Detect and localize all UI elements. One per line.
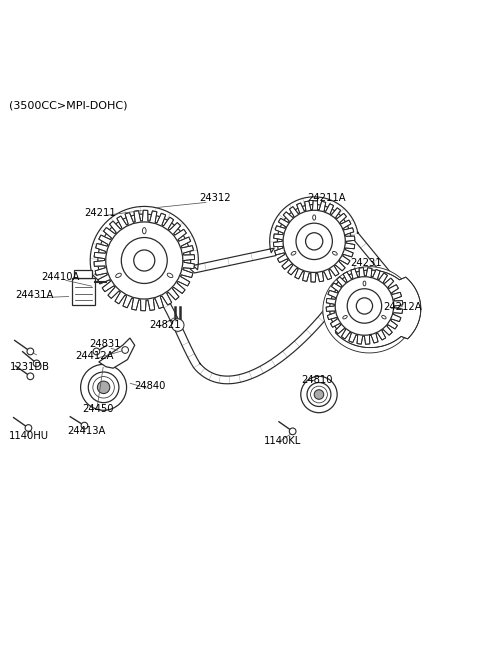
- Circle shape: [306, 233, 323, 250]
- Circle shape: [93, 348, 100, 355]
- Text: 24821: 24821: [149, 320, 180, 330]
- Text: 24450: 24450: [82, 404, 114, 414]
- Circle shape: [311, 386, 327, 403]
- Text: 24413A: 24413A: [68, 426, 106, 436]
- Ellipse shape: [363, 281, 366, 286]
- Text: 1140HU: 1140HU: [9, 431, 49, 441]
- Polygon shape: [274, 200, 355, 282]
- Text: 24211A: 24211A: [307, 193, 346, 203]
- Text: 1140KL: 1140KL: [264, 436, 301, 446]
- Text: 24431A: 24431A: [15, 290, 53, 301]
- Text: 24831: 24831: [89, 339, 121, 349]
- Polygon shape: [326, 268, 403, 345]
- Circle shape: [356, 298, 372, 314]
- FancyBboxPatch shape: [72, 278, 95, 305]
- Circle shape: [347, 289, 382, 323]
- Text: 1231DB: 1231DB: [10, 362, 50, 372]
- Circle shape: [307, 383, 331, 407]
- Circle shape: [27, 348, 34, 355]
- Circle shape: [81, 364, 127, 410]
- Ellipse shape: [143, 228, 146, 234]
- Circle shape: [289, 428, 296, 435]
- Ellipse shape: [333, 252, 337, 255]
- Text: 24410A: 24410A: [41, 272, 80, 282]
- Circle shape: [97, 381, 110, 394]
- Text: 24312: 24312: [199, 193, 231, 203]
- FancyBboxPatch shape: [74, 270, 92, 278]
- Ellipse shape: [343, 316, 347, 319]
- Circle shape: [134, 250, 155, 271]
- Polygon shape: [94, 210, 194, 310]
- Polygon shape: [90, 197, 407, 384]
- Circle shape: [33, 360, 40, 367]
- Circle shape: [283, 210, 345, 272]
- Circle shape: [93, 377, 114, 398]
- Circle shape: [106, 222, 183, 299]
- Circle shape: [121, 238, 167, 284]
- Text: (3500CC>MPI-DOHC): (3500CC>MPI-DOHC): [9, 100, 128, 110]
- Ellipse shape: [116, 273, 121, 278]
- Circle shape: [88, 372, 119, 403]
- Text: 24412A: 24412A: [75, 351, 113, 361]
- Ellipse shape: [382, 316, 386, 319]
- Circle shape: [314, 390, 324, 400]
- Text: 24810: 24810: [301, 375, 333, 385]
- Text: 24840: 24840: [135, 381, 166, 391]
- Polygon shape: [330, 270, 421, 348]
- Circle shape: [335, 276, 394, 335]
- Ellipse shape: [312, 215, 316, 220]
- Text: 24211: 24211: [84, 208, 116, 217]
- Circle shape: [81, 422, 88, 429]
- Circle shape: [171, 319, 184, 331]
- Polygon shape: [323, 267, 416, 353]
- Circle shape: [122, 346, 129, 353]
- Text: 24212A: 24212A: [384, 302, 422, 312]
- Ellipse shape: [167, 273, 173, 278]
- Circle shape: [25, 424, 32, 432]
- Ellipse shape: [291, 252, 296, 255]
- Polygon shape: [99, 338, 135, 368]
- Circle shape: [296, 223, 332, 259]
- Circle shape: [27, 373, 34, 380]
- Circle shape: [301, 377, 337, 413]
- Text: 24231: 24231: [350, 258, 382, 268]
